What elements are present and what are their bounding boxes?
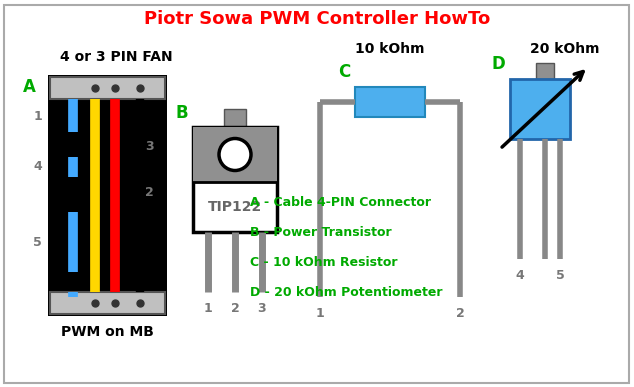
Text: 1: 1 (316, 307, 325, 320)
Text: C - 10 kOhm Resistor: C - 10 kOhm Resistor (250, 255, 398, 269)
Text: A: A (23, 78, 36, 96)
Text: TIP122: TIP122 (208, 200, 262, 214)
Bar (50, 77, 165, 99)
Bar (355, 87, 425, 117)
Bar (48, 75, 167, 316)
Bar (50, 292, 165, 314)
Bar (536, 63, 554, 79)
Text: PWM on MB: PWM on MB (61, 325, 153, 339)
Text: 1: 1 (33, 111, 42, 123)
Text: 20 kOhm: 20 kOhm (530, 42, 600, 56)
Bar (510, 79, 570, 139)
Text: 3: 3 (145, 140, 153, 154)
Text: C: C (338, 63, 350, 81)
Text: 3: 3 (257, 302, 266, 315)
Text: 2: 2 (145, 185, 154, 199)
Text: B: B (176, 104, 188, 122)
Text: 4: 4 (515, 269, 524, 282)
Text: D - 20 kOhm Potentiometer: D - 20 kOhm Potentiometer (250, 286, 443, 298)
Text: 5: 5 (555, 269, 564, 282)
Circle shape (219, 139, 251, 171)
Text: 1: 1 (204, 302, 212, 315)
Text: B - Power Transistor: B - Power Transistor (250, 226, 392, 238)
Text: 4: 4 (33, 161, 42, 173)
Text: Piotr Sowa PWM Controller HowTo: Piotr Sowa PWM Controller HowTo (144, 10, 490, 28)
Text: 2: 2 (231, 302, 240, 315)
Text: A - Cable 4-PIN Connector: A - Cable 4-PIN Connector (250, 195, 431, 209)
Text: 5: 5 (33, 236, 42, 248)
Text: 10 kOhm: 10 kOhm (355, 42, 425, 56)
Text: D: D (491, 55, 505, 73)
Bar (193, 127, 277, 232)
Text: 2: 2 (456, 307, 464, 320)
Text: 4 or 3 PIN FAN: 4 or 3 PIN FAN (60, 50, 172, 64)
Bar (224, 109, 246, 127)
Bar (193, 127, 277, 182)
